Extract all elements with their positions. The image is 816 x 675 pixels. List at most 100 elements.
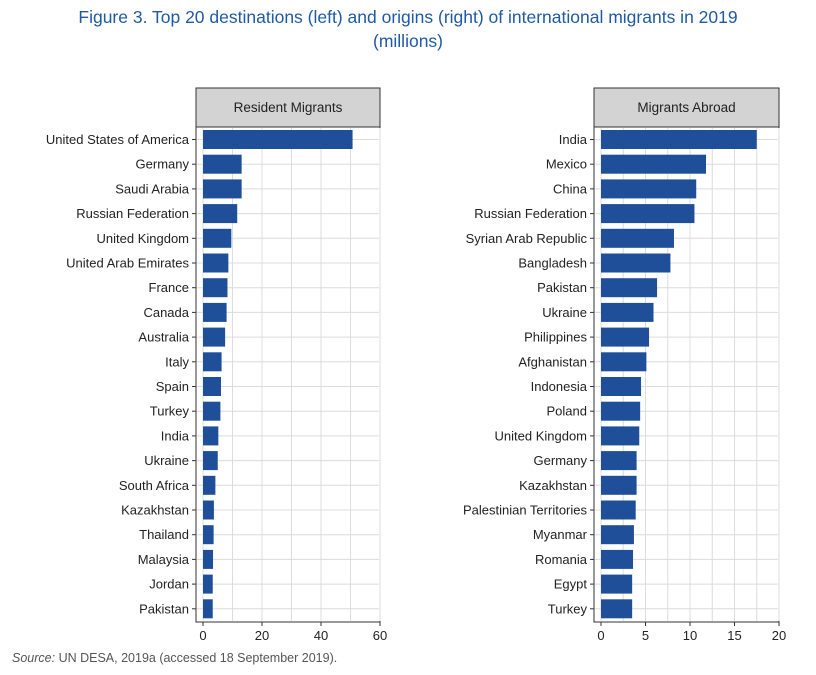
resident-bar bbox=[203, 327, 226, 347]
resident-bar bbox=[203, 302, 227, 322]
abroad-category-label: Myanmar bbox=[533, 527, 588, 542]
resident-bar bbox=[203, 451, 218, 471]
resident-bar bbox=[203, 500, 214, 520]
abroad-x-tick-label: 15 bbox=[727, 628, 741, 643]
resident-category-label: Italy bbox=[165, 354, 189, 369]
resident-category-label: Jordan bbox=[149, 577, 189, 592]
abroad-category-label: Ukraine bbox=[542, 305, 587, 320]
abroad-bar bbox=[601, 426, 640, 446]
abroad-bar bbox=[601, 599, 633, 619]
resident-category-label: United Kingdom bbox=[97, 231, 190, 246]
resident-category-label: Germany bbox=[136, 157, 190, 172]
resident-category-label: South Africa bbox=[119, 478, 190, 493]
resident-bar bbox=[203, 154, 242, 174]
resident-title-strip bbox=[195, 87, 381, 128]
abroad-category-label: United Kingdom bbox=[495, 428, 588, 443]
abroad-category-label: Syrian Arab Republic bbox=[466, 231, 588, 246]
abroad-bar bbox=[601, 377, 642, 396]
resident-category-label: Kazakhstan bbox=[121, 503, 189, 518]
resident-category-label: United States of America bbox=[46, 132, 190, 147]
abroad-panel: Migrants Abroad India Mexico China Russian F… bbox=[463, 87, 786, 643]
abroad-bar bbox=[601, 401, 641, 421]
resident-x-tick-label: 0 bbox=[199, 628, 206, 643]
abroad-bar bbox=[601, 525, 634, 545]
abroad-bar bbox=[601, 500, 636, 520]
abroad-category-label: Poland bbox=[547, 404, 587, 419]
abroad-category-label: Afghanistan bbox=[518, 354, 587, 369]
abroad-category-label: Turkey bbox=[548, 601, 588, 616]
resident-bar bbox=[203, 228, 232, 248]
resident-panel: Resident Migrants United States of Americ… bbox=[46, 87, 387, 643]
resident-bar bbox=[203, 525, 214, 545]
resident-category-label: Australia bbox=[138, 330, 189, 345]
resident-x-tick-label: 40 bbox=[314, 628, 328, 643]
abroad-bar bbox=[601, 451, 637, 471]
abroad-category-label: Pakistan bbox=[537, 280, 587, 295]
resident-bar bbox=[203, 377, 221, 396]
abroad-category-label: Kazakhstan bbox=[519, 478, 587, 493]
resident-category-label: Ukraine bbox=[144, 453, 189, 468]
abroad-category-label: Bangladesh bbox=[518, 256, 587, 271]
source-text: UN DESA, 2019a (accessed 18 September 20… bbox=[58, 651, 338, 665]
resident-bar bbox=[203, 278, 228, 298]
resident-bar bbox=[203, 426, 219, 446]
resident-category-label: France bbox=[149, 280, 189, 295]
resident-category-label: United Arab Emirates bbox=[66, 256, 189, 271]
abroad-bar bbox=[601, 549, 634, 569]
abroad-panel-title: Migrants Abroad bbox=[637, 100, 735, 115]
figure-title: Figure 3. Top 20 destinations (left) and… bbox=[0, 5, 816, 53]
abroad-category-label: Indonesia bbox=[531, 379, 588, 394]
abroad-bar bbox=[601, 179, 697, 199]
chart-canvas: Resident Migrants United States of Americ… bbox=[46, 87, 786, 643]
resident-category-label: Pakistan bbox=[139, 601, 189, 616]
abroad-bar bbox=[601, 327, 650, 347]
abroad-category-label: India bbox=[559, 132, 588, 147]
abroad-bar bbox=[601, 130, 757, 149]
resident-category-label: Canada bbox=[143, 305, 189, 320]
resident-x-tick-label: 20 bbox=[255, 628, 269, 643]
resident-bar bbox=[203, 352, 222, 372]
resident-bar bbox=[203, 475, 216, 495]
abroad-x-tick-label: 10 bbox=[683, 628, 697, 643]
source-label: Source: bbox=[12, 651, 56, 665]
resident-x-tick-label: 60 bbox=[373, 628, 387, 643]
source-note: Source: UN DESA, 2019a (accessed 18 Sept… bbox=[12, 651, 337, 665]
resident-category-label: Saudi Arabia bbox=[115, 181, 189, 196]
abroad-x-tick-label: 20 bbox=[772, 628, 786, 643]
abroad-x-tick-label: 0 bbox=[597, 628, 604, 643]
abroad-bar bbox=[601, 574, 633, 594]
resident-bar bbox=[203, 599, 213, 619]
abroad-category-label: Mexico bbox=[546, 157, 587, 172]
resident-category-label: Thailand bbox=[139, 527, 189, 542]
resident-bar bbox=[203, 574, 213, 594]
abroad-category-label: Russian Federation bbox=[474, 206, 587, 221]
resident-category-label: Malaysia bbox=[138, 552, 190, 567]
abroad-bar bbox=[601, 154, 707, 174]
resident-bar bbox=[203, 549, 214, 569]
abroad-bar bbox=[601, 278, 658, 298]
resident-plot-area bbox=[195, 126, 381, 623]
abroad-category-label: Germany bbox=[534, 453, 588, 468]
abroad-bar bbox=[601, 253, 671, 273]
figure-title-line2: (millions) bbox=[373, 31, 443, 51]
abroad-bar bbox=[601, 475, 637, 495]
abroad-x-tick-label: 5 bbox=[642, 628, 649, 643]
abroad-bar bbox=[601, 204, 695, 224]
resident-panel-title: Resident Migrants bbox=[234, 100, 343, 115]
resident-bar bbox=[203, 130, 353, 149]
figure-title-line1: Figure 3. Top 20 destinations (left) and… bbox=[78, 7, 738, 27]
resident-category-label: Turkey bbox=[150, 404, 190, 419]
resident-category-label: India bbox=[161, 428, 190, 443]
resident-bar bbox=[203, 401, 221, 421]
resident-bar bbox=[203, 253, 229, 273]
resident-category-label: Spain bbox=[156, 379, 189, 394]
abroad-bar bbox=[601, 228, 674, 248]
abroad-category-label: Romania bbox=[535, 552, 588, 567]
abroad-bar bbox=[601, 352, 647, 372]
abroad-title-strip bbox=[593, 87, 780, 128]
resident-bar bbox=[203, 179, 242, 199]
abroad-category-label: Philippines bbox=[524, 330, 587, 345]
abroad-bar bbox=[601, 302, 654, 322]
abroad-category-label: Egypt bbox=[554, 577, 588, 592]
abroad-category-label: Palestinian Territories bbox=[463, 503, 588, 518]
